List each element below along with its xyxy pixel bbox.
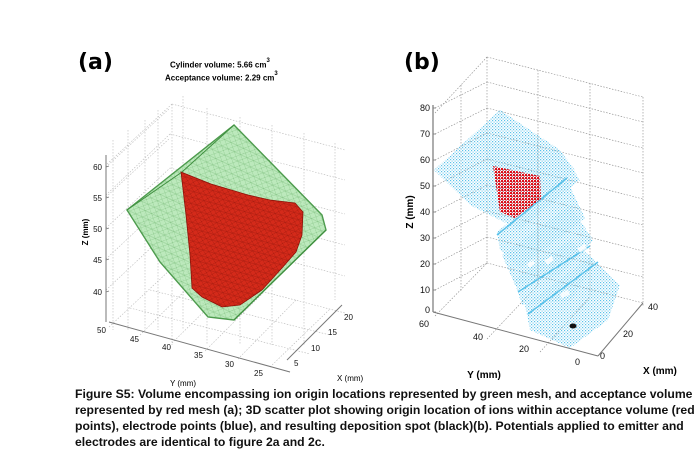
y-tick: 60 bbox=[419, 319, 429, 329]
y-tick: 0 bbox=[575, 357, 580, 367]
x-tick: 10 bbox=[311, 344, 320, 353]
y-tick: 45 bbox=[130, 335, 139, 344]
panel-b-y-axis: 60 40 20 0 Y (mm) bbox=[419, 311, 599, 381]
x-tick: 40 bbox=[648, 302, 658, 312]
red-mesh-volume bbox=[180, 171, 304, 308]
electrode-holes bbox=[527, 244, 587, 299]
z-tick: 70 bbox=[420, 129, 430, 139]
electrode-points bbox=[434, 110, 620, 348]
y-tick: 40 bbox=[473, 332, 483, 342]
acceptance-volume-annotation: Acceptance volume: 2.29 cm3 bbox=[165, 71, 278, 83]
cylinder-volume-annotation: Cylinder volume: 5.66 cm3 bbox=[170, 58, 270, 70]
y-axis-label: Y (mm) bbox=[467, 370, 501, 381]
acceptance-volume-text: Acceptance volume: 2.29 cm bbox=[165, 73, 275, 83]
z-tick: 60 bbox=[420, 155, 430, 165]
y-axis-label: Y (mm) bbox=[170, 379, 196, 388]
acceptance-volume-exponent: 3 bbox=[274, 71, 278, 77]
y-tick: 50 bbox=[97, 326, 106, 335]
z-tick: 10 bbox=[420, 285, 430, 295]
z-tick: 30 bbox=[420, 233, 430, 243]
z-axis-label: Z (mm) bbox=[405, 195, 416, 228]
x-tick: 15 bbox=[328, 328, 337, 337]
electrode-gaps bbox=[496, 177, 599, 315]
z-tick: 50 bbox=[93, 225, 102, 234]
z-tick: 50 bbox=[420, 181, 430, 191]
panel-b-label: (b) bbox=[404, 50, 440, 75]
x-tick: 20 bbox=[344, 313, 353, 322]
z-tick: 60 bbox=[93, 163, 102, 172]
x-axis-label: X (mm) bbox=[643, 366, 677, 377]
x-tick: 0 bbox=[600, 351, 605, 361]
cylinder-volume-exponent: 3 bbox=[266, 58, 270, 64]
y-tick: 30 bbox=[225, 360, 234, 369]
panel-a-z-axis: 60 55 50 45 40 Z (mm) bbox=[81, 155, 110, 322]
deposition-spot bbox=[569, 323, 577, 329]
figure-caption: Figure S5: Volume encompassing ion origi… bbox=[75, 387, 695, 449]
z-tick: 45 bbox=[93, 256, 102, 265]
y-tick: 25 bbox=[254, 369, 263, 378]
x-tick: 20 bbox=[623, 329, 633, 339]
z-tick: 20 bbox=[420, 259, 430, 269]
x-tick: 5 bbox=[294, 359, 299, 368]
y-tick: 35 bbox=[194, 351, 203, 360]
z-tick: 0 bbox=[425, 305, 430, 315]
z-tick: 40 bbox=[93, 288, 102, 297]
z-tick: 40 bbox=[420, 207, 430, 217]
panel-a-x-axis: 5 10 15 20 X (mm) bbox=[286, 304, 364, 383]
panel-a-y-axis: 50 45 40 35 30 25 Y (mm) bbox=[97, 321, 291, 388]
panel-b-z-axis: 80 70 60 50 40 30 20 10 0 Z (mm) bbox=[405, 103, 436, 315]
z-tick: 55 bbox=[93, 194, 102, 203]
y-tick: 40 bbox=[162, 343, 171, 352]
panel-a-label: (a) bbox=[78, 50, 113, 75]
panel-b-x-axis: 0 20 40 X (mm) bbox=[597, 302, 677, 377]
y-tick: 20 bbox=[519, 344, 529, 354]
z-tick: 80 bbox=[420, 103, 430, 113]
cylinder-volume-text: Cylinder volume: 5.66 cm bbox=[170, 60, 267, 70]
x-axis-label: X (mm) bbox=[337, 374, 364, 383]
z-axis-label: Z (mm) bbox=[81, 218, 90, 245]
ion-points bbox=[493, 166, 541, 218]
